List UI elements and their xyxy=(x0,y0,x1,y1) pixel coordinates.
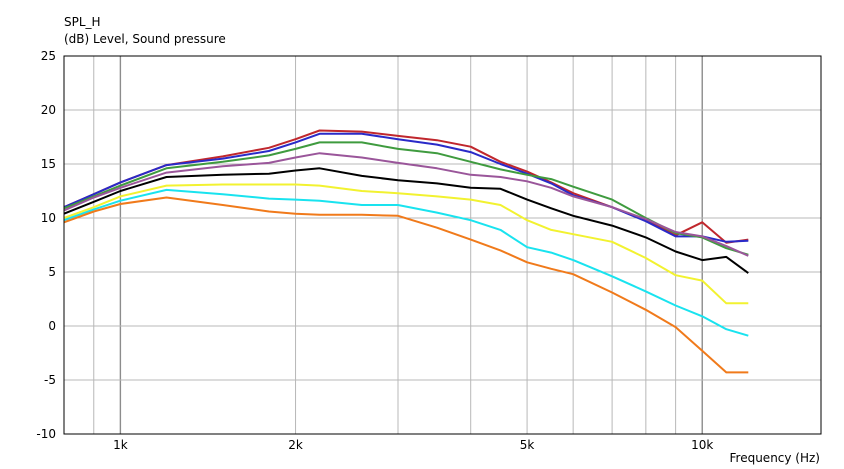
y-tick-label: 10 xyxy=(41,211,56,225)
y-tick-label: 0 xyxy=(48,319,56,333)
y-axis-label: (dB) Level, Sound pressure xyxy=(64,32,226,46)
y-tick-label: 25 xyxy=(41,49,56,63)
y-tick-label: 15 xyxy=(41,157,56,171)
x-tick-label: 5k xyxy=(520,438,535,452)
series-line-7 xyxy=(63,188,749,337)
series-line-2 xyxy=(63,132,749,243)
y-tick-label: -5 xyxy=(44,373,56,387)
x-tick-labels: 1k 2k 5k 10k xyxy=(113,438,713,452)
series-line-6 xyxy=(63,183,749,305)
x-tick-label: 1k xyxy=(113,438,128,452)
series-line-8 xyxy=(63,196,749,374)
plot-frame xyxy=(63,55,822,435)
y-tick-label: -10 xyxy=(36,427,56,441)
x-axis-label: Frequency (Hz) xyxy=(730,451,821,465)
x-tick-label: 2k xyxy=(288,438,303,452)
y-tick-label: 20 xyxy=(41,103,56,117)
y-tick-labels: 25 20 15 10 5 0 -5 -10 xyxy=(36,49,56,441)
plot-area xyxy=(63,129,749,374)
series-line-5 xyxy=(63,167,749,274)
series-line-4 xyxy=(63,152,749,257)
y-tick-label: 5 xyxy=(48,265,56,279)
x-tick-label: 10k xyxy=(691,438,713,452)
grid-lines xyxy=(64,56,821,434)
chart-title: SPL_H xyxy=(64,15,101,29)
